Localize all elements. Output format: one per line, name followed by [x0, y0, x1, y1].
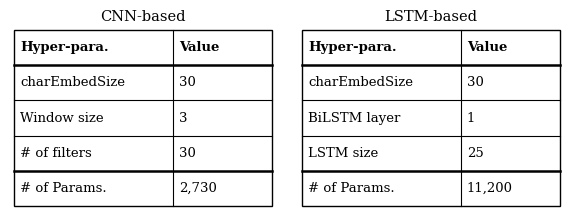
Text: 30: 30 — [179, 147, 196, 160]
Text: # of Params.: # of Params. — [20, 182, 107, 195]
Text: Value: Value — [179, 41, 219, 54]
Text: 11,200: 11,200 — [467, 182, 513, 195]
Text: charEmbedSize: charEmbedSize — [308, 76, 413, 89]
Text: Window size: Window size — [20, 111, 104, 125]
Text: 30: 30 — [179, 76, 196, 89]
Text: Hyper-para.: Hyper-para. — [20, 41, 108, 54]
Text: 25: 25 — [467, 147, 483, 160]
Text: 2,730: 2,730 — [179, 182, 216, 195]
Text: CNN-based: CNN-based — [100, 10, 186, 24]
Text: BiLSTM layer: BiLSTM layer — [308, 111, 401, 125]
Text: Hyper-para.: Hyper-para. — [308, 41, 397, 54]
Text: 1: 1 — [467, 111, 475, 125]
Text: charEmbedSize: charEmbedSize — [20, 76, 125, 89]
Text: LSTM size: LSTM size — [308, 147, 378, 160]
Text: Value: Value — [467, 41, 507, 54]
Bar — [302, 30, 560, 206]
Bar — [14, 30, 272, 206]
Text: 30: 30 — [467, 76, 483, 89]
Text: # of filters: # of filters — [20, 147, 92, 160]
Text: LSTM-based: LSTM-based — [385, 10, 478, 24]
Text: 3: 3 — [179, 111, 187, 125]
Text: # of Params.: # of Params. — [308, 182, 395, 195]
